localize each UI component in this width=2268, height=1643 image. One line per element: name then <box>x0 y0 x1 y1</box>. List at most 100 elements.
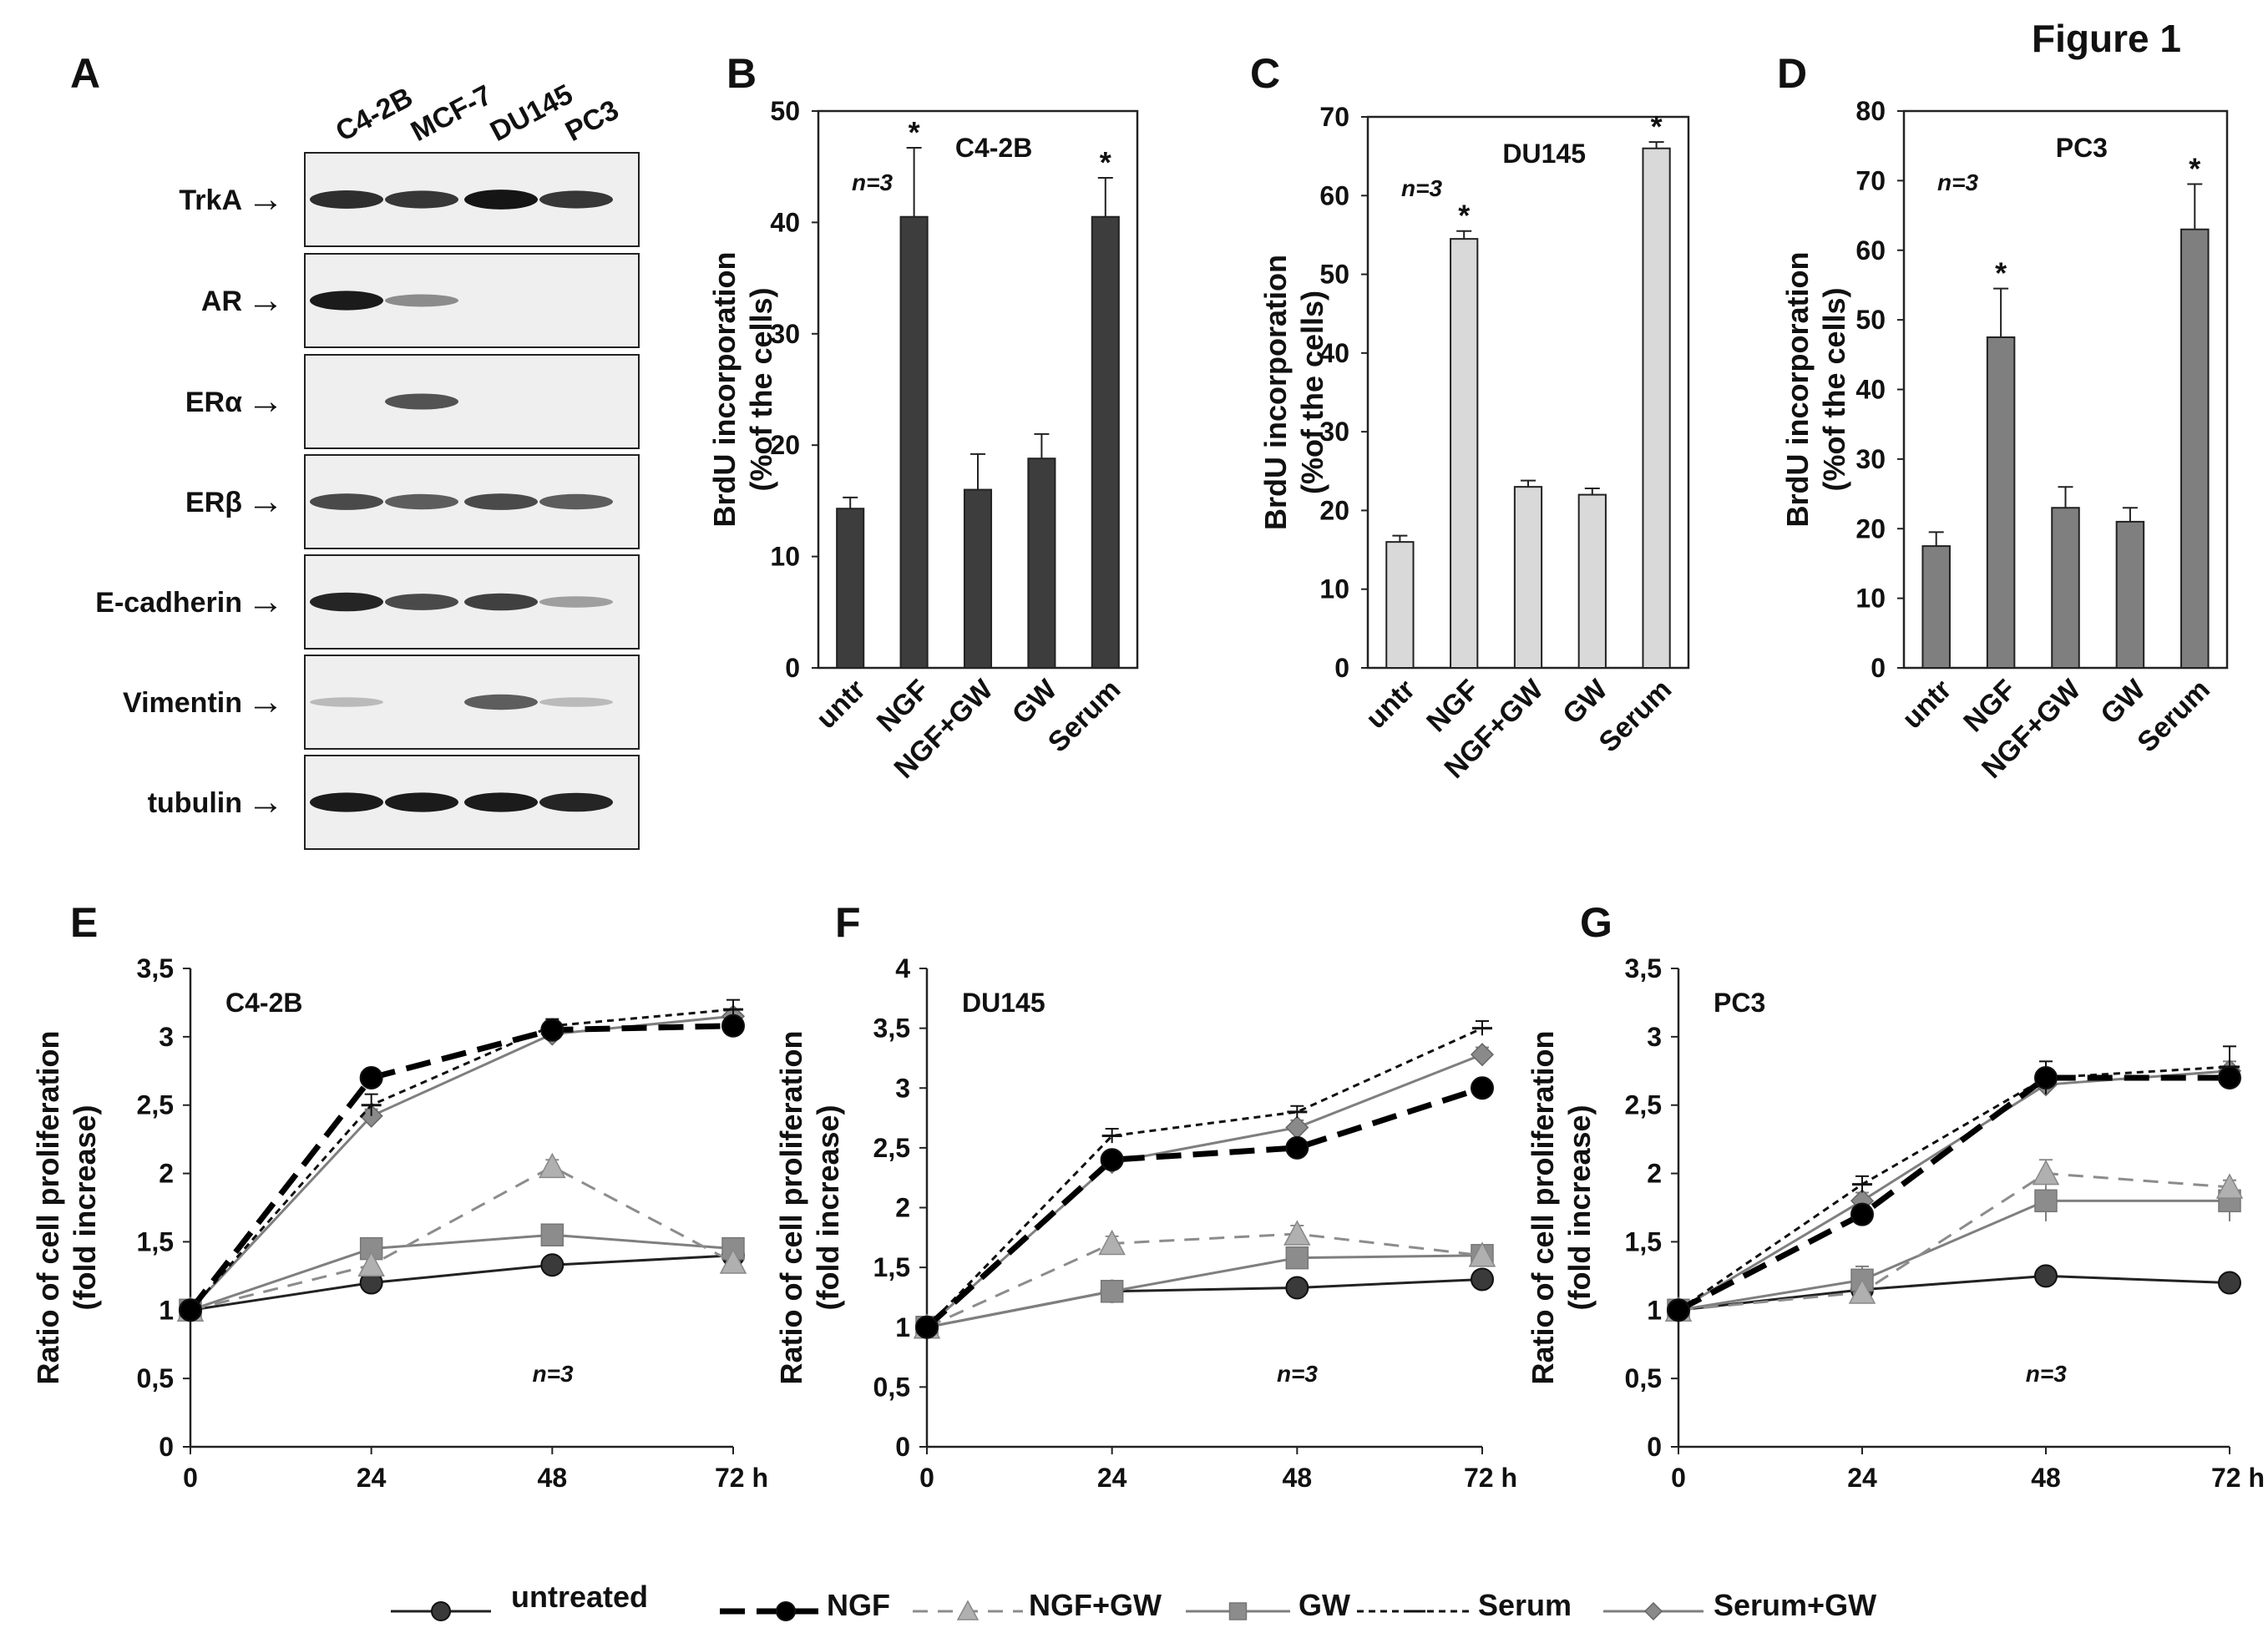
data-point <box>539 1152 566 1179</box>
line-chart-e: E 0 0,5 1 1,5 2 2,5 3 3,5 0 24 48 72 h C4-2B n=3 Ratio … <box>31 899 768 1493</box>
y-axis-title-line: (%of the cells) <box>1295 291 1329 494</box>
data-point <box>540 1018 564 1042</box>
y-axis-title-line: (fold increase) <box>1562 1105 1597 1310</box>
y-tick-label: 10 <box>770 542 800 572</box>
data-point <box>1285 1276 1309 1300</box>
x-tick-label: Serum <box>2131 674 2216 759</box>
x-tick-label: 72 h <box>2211 1463 2265 1493</box>
blot-arrow: → <box>247 280 284 321</box>
y-tick-label: 30 <box>770 319 800 349</box>
blot-band <box>385 594 458 610</box>
legend-label: NGF <box>827 1588 890 1622</box>
data-point <box>1283 1220 1311 1246</box>
blot-row-label: E-cadherin <box>95 587 242 619</box>
blot-row-label: Vimentin <box>123 687 242 719</box>
panel-label: F <box>835 899 861 946</box>
y-tick-label: 3 <box>1647 1022 1662 1052</box>
data-point <box>540 1253 564 1277</box>
x-tick-label: 0 <box>1671 1463 1686 1493</box>
bar <box>899 215 929 670</box>
y-tick-label: 1 <box>895 1312 910 1342</box>
lane-label: DU145 <box>485 78 578 148</box>
lane-label: C4-2B <box>331 81 418 148</box>
data-point <box>2215 1173 2244 1199</box>
bar <box>1921 545 1951 669</box>
x-tick-label: Serum <box>1042 674 1127 759</box>
blot-band <box>464 694 538 710</box>
y-tick-label: 1 <box>1647 1295 1662 1325</box>
data-point <box>719 1248 747 1274</box>
y-axis-title: BrdU incorporation(%of the cells) <box>1258 255 1329 530</box>
y-axis-title-line: Ratio of cell proliferation <box>774 1030 808 1384</box>
series-ngf <box>179 1014 745 1322</box>
significance-star: * <box>2189 152 2200 186</box>
n-label: n=3 <box>1937 169 1978 195</box>
data-point <box>359 1065 383 1089</box>
x-tick-label: 24 <box>357 1463 387 1493</box>
blot-band <box>385 493 458 510</box>
bar <box>2180 228 2210 669</box>
y-axis-title-line: Ratio of cell proliferation <box>31 1030 65 1384</box>
data-point <box>179 1298 202 1322</box>
legend-item: NGF <box>720 1588 890 1622</box>
series-untreated <box>179 1243 745 1322</box>
data-point <box>2034 1264 2058 1288</box>
y-tick-label: 30 <box>1319 417 1349 447</box>
panel-label: E <box>70 899 98 946</box>
x-tick-label: GW <box>2094 673 2152 731</box>
y-tick-label: 2 <box>1647 1159 1662 1189</box>
blot-band <box>539 493 613 510</box>
series-ngf-plus-gw <box>176 1152 747 1322</box>
data-point <box>1667 1298 1690 1322</box>
y-axis-title-line: (%of the cells) <box>744 287 778 491</box>
blot-band <box>385 294 458 307</box>
significance-star: * <box>1458 199 1470 233</box>
y-axis-title-line: BrdU incorporation <box>707 252 742 528</box>
x-tick-label: 48 <box>538 1463 568 1493</box>
data-point <box>956 1600 980 1620</box>
line-chart-f: F 0 0,5 1 1,5 2 2,5 3 3,5 4 0 24 48 72 h DU145 n=3 Ratio… <box>774 899 1517 1493</box>
legend-item: NGF+GW <box>913 1588 1162 1622</box>
legend-item: GW <box>1186 1588 1350 1622</box>
legend-label: GW <box>1299 1588 1350 1622</box>
y-tick-label: 0 <box>1334 653 1349 683</box>
y-tick-label: 2 <box>895 1193 910 1223</box>
blot-band <box>464 493 538 510</box>
blot-row-label: ERβ <box>185 487 242 518</box>
y-axis-title: BrdU incorporation(%of the cells) <box>1780 252 1851 528</box>
y-axis-title-line: (%of the cells) <box>1817 287 1851 491</box>
legend-label: Serum+GW <box>1714 1588 1876 1622</box>
y-tick-label: 20 <box>1319 495 1349 525</box>
blot-row-label: TrkA <box>179 185 242 216</box>
y-tick-label: 2,5 <box>137 1090 174 1120</box>
data-point <box>540 1223 564 1246</box>
panel-label-a: A <box>70 50 100 97</box>
y-tick-label: 2,5 <box>1625 1090 1662 1120</box>
data-point <box>2218 1065 2241 1089</box>
data-point <box>1850 1202 1874 1226</box>
blot-band <box>310 190 383 209</box>
bar <box>1986 336 2016 669</box>
blot-band <box>310 592 383 612</box>
y-tick-label: 1,5 <box>1625 1226 1662 1256</box>
x-tick-label: 72 h <box>715 1463 768 1493</box>
y-axis-title-line: BrdU incorporation <box>1780 252 1815 528</box>
y-tick-label: 3 <box>895 1073 910 1103</box>
legend: untreated NGF NGF+GW GW Serum Serum+GW <box>391 1580 1876 1622</box>
bar <box>2051 507 2080 669</box>
series-line <box>1678 1069 2230 1312</box>
data-point <box>1471 1076 1494 1100</box>
blot-row-label: AR <box>201 286 242 317</box>
data-point <box>2032 1159 2060 1185</box>
y-axis-title: BrdU incorporation(%of the cells) <box>707 252 778 528</box>
series-line <box>190 1233 734 1312</box>
series-line <box>926 1254 1483 1329</box>
panel-label: G <box>1580 899 1612 946</box>
y-tick-label: 40 <box>770 207 800 237</box>
blot-band <box>539 190 613 209</box>
series-ngf <box>1667 1065 2241 1322</box>
